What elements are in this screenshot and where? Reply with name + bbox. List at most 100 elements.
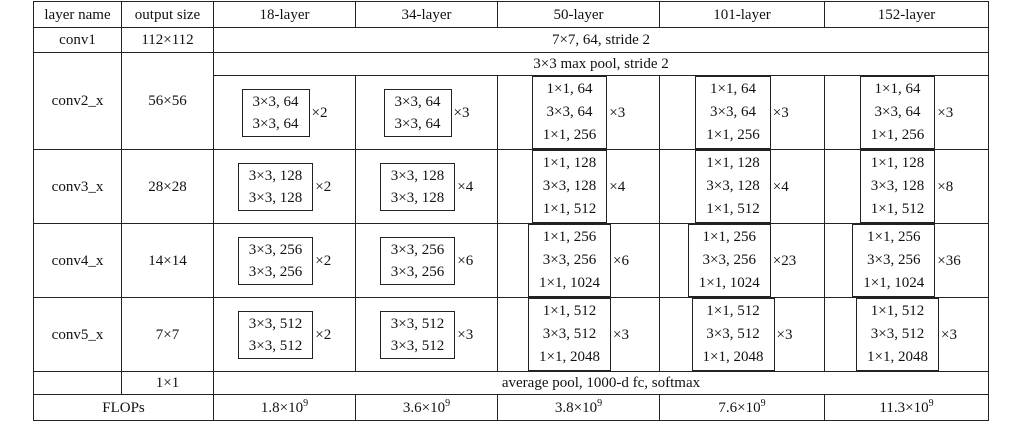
block-cell: 3×3, 64 3×3, 64 ×3	[355, 75, 498, 150]
layer-spec: 3×3, 128	[390, 167, 445, 184]
bracket-matrix: 3×3, 256 3×3, 256	[237, 236, 314, 285]
block-spec: 3×3, 64 3×3, 64 ×3	[383, 88, 469, 137]
repeat-multiplier: ×2	[315, 326, 332, 343]
layer-spec: 1×1, 64	[546, 81, 593, 97]
header-cell: 18-layer	[213, 1, 356, 28]
layer-spec: 1×1, 128	[542, 155, 597, 171]
flops-value: 3.8×109	[497, 394, 660, 421]
layer-spec: 1×1, 2048	[867, 349, 928, 365]
layer-spec: 3×3, 128	[248, 189, 303, 206]
repeat-multiplier: ×2	[315, 178, 332, 195]
bracket-matrix: 1×1, 512 3×3, 512 1×1, 2048	[691, 298, 775, 371]
block-spec: 1×1, 64 3×3, 64 1×1, 256 ×3	[695, 76, 789, 149]
bracket-matrix: 3×3, 64 3×3, 64	[241, 88, 310, 137]
repeat-multiplier: ×2	[315, 252, 332, 269]
output-size: 112×112	[121, 27, 214, 53]
layer-spec: 3×3, 256	[390, 241, 445, 258]
repeat-multiplier: ×3	[941, 326, 957, 343]
layer-spec: 3×3, 512	[390, 315, 445, 332]
repeat-multiplier: ×36	[937, 252, 961, 269]
layer-spec: 1×1, 512	[706, 201, 760, 217]
repeat-multiplier: ×3	[609, 104, 626, 121]
bracket-matrix: 3×3, 64 3×3, 64	[383, 88, 452, 137]
bracket-matrix: 3×3, 512 3×3, 512	[379, 310, 456, 359]
layer-spec: 3×3, 512	[706, 326, 760, 342]
block-spec: 3×3, 256 3×3, 256 ×6	[379, 236, 473, 285]
repeat-multiplier: ×8	[937, 178, 954, 195]
block-cell: 3×3, 128 3×3, 128 ×2	[213, 149, 356, 224]
layer-spec: 3×3, 256	[248, 241, 303, 258]
layer-spec: 1×1, 1024	[863, 275, 925, 291]
block-spec: 1×1, 256 3×3, 256 1×1, 1024 ×23	[687, 224, 796, 297]
block-spec: 3×3, 128 3×3, 128 ×4	[379, 162, 474, 211]
layer-spec: 3×3, 64	[252, 93, 299, 110]
block-cell: 1×1, 256 3×3, 256 1×1, 1024 ×6	[497, 223, 660, 298]
block-spec: 1×1, 64 3×3, 64 1×1, 256 ×3	[531, 76, 626, 149]
repeat-multiplier: ×3	[457, 326, 474, 343]
layer-spec: 1×1, 64	[874, 81, 921, 97]
output-size: 28×28	[121, 149, 214, 224]
layer-name: conv4_x	[33, 223, 122, 298]
layer-spec: 3×3, 64	[874, 104, 921, 120]
block-spec: 3×3, 256 3×3, 256 ×2	[237, 236, 332, 285]
layer-spec: 3×3, 256	[248, 263, 303, 280]
layer-spec: 3×3, 256	[867, 252, 921, 268]
layer-spec: 1×1, 512	[706, 303, 760, 319]
block-cell: 3×3, 256 3×3, 256 ×6	[355, 223, 498, 298]
block-cell: 1×1, 512 3×3, 512 1×1, 2048 ×3	[497, 297, 660, 372]
layer-spec: 3×3, 256	[702, 252, 756, 268]
layer-spec: 3×3, 512	[390, 337, 445, 354]
layer-spec: 3×3, 512	[542, 326, 597, 342]
bracket-matrix: 1×1, 512 3×3, 512 1×1, 2048	[856, 298, 939, 371]
block-cell: 1×1, 128 3×3, 128 1×1, 512 ×4	[659, 149, 825, 224]
layer-spec: 3×3, 128	[390, 189, 445, 206]
flops-mantissa: 1.8×10	[260, 399, 304, 416]
layer-spec: 1×1, 64	[710, 81, 756, 97]
block-cell: 1×1, 64 3×3, 64 1×1, 256 ×3	[659, 75, 825, 150]
block-spec: 1×1, 64 3×3, 64 1×1, 256 ×3	[859, 76, 954, 149]
block-spec: 1×1, 256 3×3, 256 1×1, 1024 ×6	[528, 224, 629, 297]
repeat-multiplier: ×3	[937, 104, 954, 121]
bracket-matrix: 3×3, 128 3×3, 128	[237, 162, 314, 211]
layer-spec: 1×1, 512	[870, 201, 925, 217]
bracket-matrix: 1×1, 128 3×3, 128 1×1, 512	[859, 150, 936, 223]
repeat-multiplier: ×4	[457, 178, 474, 195]
header-cell: 152-layer	[824, 1, 989, 28]
repeat-multiplier: ×3	[613, 326, 629, 343]
table-row: conv1 112×112 7×7, 64, stride 2	[33, 27, 989, 53]
flops-exponent: 9	[760, 397, 766, 409]
bracket-matrix: 1×1, 256 3×3, 256 1×1, 1024	[687, 224, 771, 297]
table-row: FLOPs 1.8×109 3.6×109 3.8×109 7.6×109 11.3×1…	[33, 394, 989, 421]
table-row: conv2_x 56×56 3×3 max pool, stride 2	[33, 52, 989, 150]
flops-exponent: 9	[597, 397, 603, 409]
block-spec: 1×1, 256 3×3, 256 1×1, 1024 ×36	[852, 224, 961, 297]
repeat-multiplier: ×6	[613, 252, 629, 269]
flops-value: 7.6×109	[659, 394, 825, 421]
flops-exponent: 9	[303, 397, 309, 409]
flops-mantissa: 11.3×10	[879, 399, 929, 416]
header-cell: layer name	[33, 1, 122, 28]
layer-name: conv3_x	[33, 149, 122, 224]
layer-spec: 1×1, 512	[542, 303, 597, 319]
block-cell: 1×1, 512 3×3, 512 1×1, 2048 ×3	[824, 297, 989, 372]
layer-spec: 1×1, 1024	[698, 275, 760, 291]
layer-spec: 3×3, 64	[252, 115, 299, 132]
repeat-multiplier: ×3	[772, 104, 789, 121]
architecture-table: layer name output size 18-layer 34-layer…	[33, 1, 989, 421]
layer-spec: 1×1, 128	[870, 155, 925, 171]
table-row: 3×3, 64 3×3, 64 ×2 3×3, 64 3×3, 64 ×3 1×1, 64 3…	[34, 75, 989, 150]
block-spec: 1×1, 128 3×3, 128 1×1, 512 ×8	[859, 150, 954, 223]
table-row: 1×1 average pool, 1000-d fc, softmax	[33, 371, 989, 395]
bracket-matrix: 1×1, 256 3×3, 256 1×1, 1024	[852, 224, 936, 297]
flops-value: 1.8×109	[213, 394, 356, 421]
layer-name	[33, 371, 122, 395]
block-cell: 1×1, 256 3×3, 256 1×1, 1024 ×36	[824, 223, 989, 298]
flops-exponent: 9	[928, 397, 934, 409]
block-cell: 1×1, 128 3×3, 128 1×1, 512 ×4	[497, 149, 660, 224]
layer-spec: 3×3, 64	[394, 93, 441, 110]
layer-spec: 3×3, 64	[546, 104, 593, 120]
layer-spec: 3×3, 128	[706, 178, 760, 194]
layer-spec: 1×1, 128	[706, 155, 760, 171]
layer-name: conv2_x	[33, 52, 122, 150]
block-cell: 3×3, 256 3×3, 256 ×2	[213, 223, 356, 298]
